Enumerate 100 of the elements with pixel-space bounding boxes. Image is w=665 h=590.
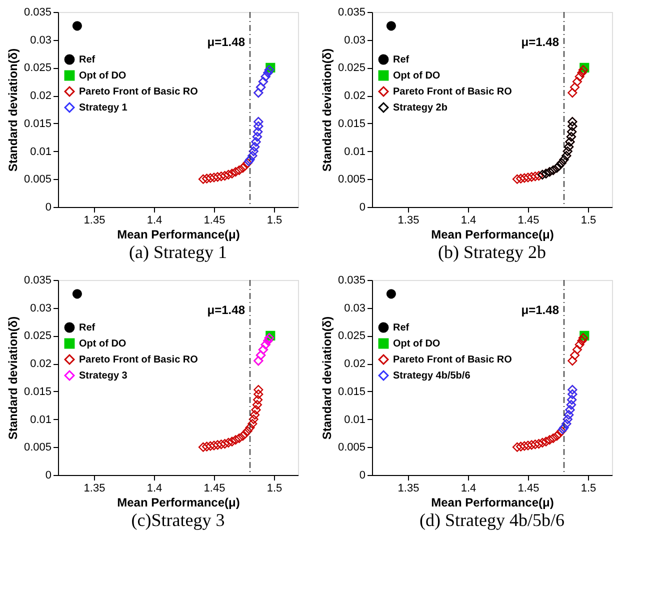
y-axis-title: Standard deviation(δ): [320, 316, 334, 440]
point: [234, 433, 244, 444]
point: [202, 174, 212, 184]
point: [216, 172, 226, 182]
x-tick-label: 1.4: [460, 214, 476, 226]
point: [578, 65, 588, 75]
point: [240, 428, 250, 439]
x-axis-title: Mean Performance(μ): [117, 496, 240, 510]
legend-label: Opt of DO: [79, 70, 126, 82]
point: [512, 442, 522, 452]
point: [251, 405, 261, 415]
y-tick-label: 0.01: [30, 414, 52, 426]
point: [224, 170, 234, 180]
point: [512, 174, 522, 184]
point: [254, 384, 264, 395]
point: [212, 440, 222, 450]
point: [572, 76, 582, 86]
point: [552, 431, 562, 441]
ref-line-label: μ=1.48: [207, 35, 246, 49]
y-tick-label: 0.035: [338, 6, 366, 18]
y-tick-label: 0.01: [344, 146, 366, 158]
ref-line-label: μ=1.48: [521, 35, 560, 49]
point: [253, 395, 263, 405]
x-tick-label: 1.35: [84, 214, 106, 226]
legend-label: Strategy 4b/5b/6: [393, 370, 471, 382]
point: [577, 68, 587, 78]
point: [230, 435, 240, 445]
y-tick-label: 0.03: [30, 302, 52, 314]
point: [386, 289, 396, 299]
y-tick-label: 0.02: [344, 90, 366, 102]
x-tick-label: 1.45: [204, 482, 226, 494]
point: [523, 440, 533, 450]
point: [516, 442, 526, 452]
point: [224, 438, 234, 448]
legend-label: Opt of DO: [393, 338, 440, 350]
point: [230, 167, 240, 177]
point: [248, 414, 258, 424]
point: [245, 422, 255, 432]
point: [220, 171, 230, 181]
point: [578, 333, 588, 343]
y-tick-label: 0.005: [338, 174, 366, 186]
y-tick-label: 0.035: [338, 274, 366, 286]
point: [572, 344, 582, 354]
legend-label: Pareto Front of Basic RO: [393, 354, 512, 366]
point: [72, 289, 82, 299]
y-tick-label: 0.025: [24, 62, 52, 74]
point: [534, 439, 544, 449]
point: [574, 340, 584, 350]
legend-label: Pareto Front of Basic RO: [79, 86, 198, 98]
text: (d) Strategy 4b/5b/6: [420, 510, 564, 530]
y-tick-label: 0.03: [344, 302, 366, 314]
ref-line-label: μ=1.48: [207, 303, 246, 317]
y-tick-label: 0.025: [338, 62, 366, 74]
point: [548, 433, 558, 444]
text: (b) Strategy 2b: [438, 242, 546, 262]
x-tick-label: 1.5: [266, 214, 282, 226]
point: [202, 442, 212, 452]
legend-label: Strategy 1: [79, 102, 128, 114]
point: [570, 82, 580, 92]
y-axis-title: Standard deviation(δ): [320, 48, 334, 172]
y-tick-label: 0.015: [338, 386, 366, 398]
y-tick-label: 0.015: [24, 386, 52, 398]
legend-label: Pareto Front of Basic RO: [393, 86, 512, 98]
point: [538, 438, 548, 448]
y-tick-label: 0.02: [344, 358, 366, 370]
point: [520, 441, 530, 451]
point: [209, 172, 219, 182]
y-tick-label: 0: [45, 470, 52, 482]
point: [526, 172, 536, 182]
point: [198, 174, 208, 184]
y-tick-label: 0.01: [30, 146, 52, 158]
y-tick-label: 0.03: [30, 34, 52, 46]
y-tick-label: 0.015: [24, 118, 52, 130]
point: [577, 336, 587, 346]
point: [523, 172, 533, 182]
ref-line-label: μ=1.48: [521, 303, 560, 317]
y-tick-label: 0: [45, 202, 52, 214]
point: [568, 356, 578, 366]
point: [248, 418, 258, 429]
x-tick-label: 1.35: [398, 482, 420, 494]
x-tick-label: 1.45: [518, 214, 540, 226]
text: (c)Strategy 3: [131, 510, 225, 530]
y-tick-label: 0.005: [24, 442, 52, 454]
point: [238, 163, 248, 173]
point: [220, 439, 230, 449]
legend-label: Ref: [393, 322, 410, 334]
y-tick-label: 0: [359, 202, 366, 214]
x-tick-label: 1.5: [266, 482, 282, 494]
point: [254, 389, 264, 399]
x-axis-title: Mean Performance(μ): [431, 496, 554, 510]
x-axis-title: Mean Performance(μ): [117, 228, 240, 242]
point: [544, 435, 554, 445]
x-tick-label: 1.35: [84, 482, 106, 494]
y-tick-label: 0.035: [24, 274, 52, 286]
x-tick-label: 1.5: [580, 214, 596, 226]
legend-label: Ref: [79, 322, 96, 334]
x-tick-label: 1.45: [518, 482, 540, 494]
point: [206, 441, 216, 451]
legend-label: Opt of DO: [393, 70, 440, 82]
y-axis-title: Standard deviation(δ): [6, 316, 20, 440]
